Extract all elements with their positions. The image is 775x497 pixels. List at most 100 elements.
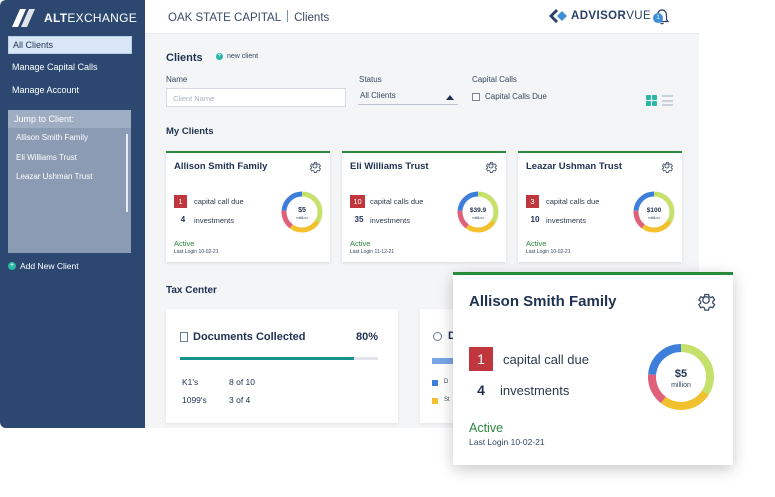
client-name[interactable]: Leazar Ushman Trust (526, 161, 623, 172)
documents-progress-fill (180, 357, 355, 360)
plus-icon: + (8, 262, 16, 270)
gear-icon[interactable] (695, 289, 717, 311)
donut-unit: million (472, 215, 483, 220)
logo[interactable]: ALTEXCHANGE (12, 8, 137, 28)
add-new-client-label: Add New Client (20, 261, 79, 271)
client-status: Active (174, 239, 195, 248)
client-card[interactable]: Leazar Ushman Trust 3 capital calls due … (518, 151, 682, 262)
sidebar: ALTEXCHANGE All Clients Manage Capital C… (0, 0, 145, 428)
investments-label: investments (546, 216, 587, 225)
breadcrumb: OAK STATE CAPITAL Clients (168, 10, 329, 24)
nav-all-clients[interactable]: All Clients (8, 36, 132, 54)
donut-unit: million (648, 215, 659, 220)
tax-center-title: Tax Center (166, 285, 217, 296)
portfolio-donut: $5 million (648, 344, 714, 410)
documents-collected-title: Documents Collected (193, 331, 306, 343)
my-clients-title: My Clients (166, 126, 214, 137)
gear-icon[interactable] (660, 159, 674, 173)
status-filter-label: Status (359, 75, 382, 84)
donut-unit: million (296, 215, 307, 220)
capital-calls-filter-label: Capital Calls (472, 75, 517, 84)
documents-collected-percent: 80% (355, 331, 378, 343)
new-client-button[interactable]: + new client (216, 53, 258, 60)
jump-scrollbar[interactable] (126, 134, 128, 212)
topbar: OAK STATE CAPITAL Clients ADVISORVUE 1 (145, 0, 699, 34)
bell-icon[interactable] (653, 8, 671, 26)
client-card[interactable]: Eli Williams Trust 10 capital calls due … (342, 151, 506, 262)
doc-row-k1: K1's 8 of 10 (182, 377, 255, 387)
jump-to-client-panel: Jump to Client: Allison Smith Family Eli… (8, 110, 131, 253)
documents-collected-card[interactable]: Documents Collected 80% K1's 8 of 10 109… (166, 309, 398, 423)
breadcrumb-divider (287, 10, 289, 22)
legend-swatch-blue (432, 380, 438, 386)
capital-calls-due-label: capital calls due (370, 197, 424, 206)
jump-to-client-title: Jump to Client: (8, 110, 131, 128)
document-icon (180, 332, 188, 342)
portfolio-donut: $5 million (281, 191, 323, 233)
plus-icon: + (216, 53, 223, 60)
doc-row-value: 3 of 4 (229, 395, 251, 405)
capital-calls-due-label: capital calls due (546, 197, 600, 206)
last-login: Last Login 10-02-21 (469, 437, 545, 447)
list-view-icon[interactable] (662, 95, 673, 106)
investments-count: 10 (530, 215, 540, 224)
status-select-value: All Clients (360, 91, 396, 100)
capital-calls-due-label: capital call due (194, 197, 244, 206)
gear-icon[interactable] (308, 159, 322, 173)
nav-manage-capital-calls[interactable]: Manage Capital Calls (12, 62, 98, 72)
client-name[interactable]: Allison Smith Family (174, 161, 268, 172)
add-new-client-button[interactable]: + Add New Client (8, 261, 79, 271)
gear-icon[interactable] (484, 159, 498, 173)
tax-second-card-bar (432, 358, 462, 364)
jump-item-eli-williams[interactable]: Eli Williams Trust (16, 152, 77, 162)
investments-label: investments (194, 216, 235, 225)
featured-client-card[interactable]: Allison Smith Family 1 capital call due … (453, 272, 733, 465)
legend-label: St (444, 397, 450, 403)
investments-count: 4 (180, 215, 186, 224)
investments-count: 35 (354, 215, 364, 224)
new-client-label: new client (227, 53, 259, 60)
portfolio-donut: $39.9 million (457, 191, 499, 233)
logo-text: ALTEXCHANGE (44, 11, 138, 25)
donut-amount: $39.9 (470, 207, 487, 214)
capital-calls-due-label: capital call due (503, 352, 589, 367)
legend-label: D (444, 379, 449, 385)
client-status: Active (526, 239, 547, 248)
clients-title: Clients (166, 52, 203, 64)
client-card[interactable]: Allison Smith Family 1 capital call due … (166, 151, 330, 262)
portfolio-donut: $100 million (633, 191, 675, 233)
client-name-input[interactable]: Client Name (166, 88, 346, 107)
capital-calls-due-checkbox-row[interactable]: Capital Calls Due (472, 92, 547, 101)
investments-count: 4 (477, 382, 485, 398)
notification-badge: 1 (653, 13, 663, 23)
last-login: Last Login 10-02-21 (526, 249, 571, 255)
breadcrumb-section: Clients (294, 12, 330, 24)
featured-client-name[interactable]: Allison Smith Family (469, 293, 617, 310)
capital-calls-due-count: 1 (469, 347, 493, 371)
nav-manage-account[interactable]: Manage Account (12, 85, 80, 95)
documents-progress-bar (180, 357, 378, 360)
name-filter-label: Name (166, 75, 188, 84)
tax-second-card-title: D (448, 330, 456, 342)
jump-item-allison-smith[interactable]: Allison Smith Family (16, 133, 89, 142)
donut-amount: $5 (298, 207, 306, 214)
last-login: Last Login 10-02-21 (174, 249, 219, 255)
investments-label: investments (370, 216, 411, 225)
donut-amount: $5 (675, 368, 687, 380)
grid-view-icon[interactable] (646, 95, 657, 106)
donut-amount: $100 (647, 207, 662, 214)
investments-label: investments (500, 383, 570, 398)
capital-calls-due-label: Capital Calls Due (485, 92, 547, 101)
main-content: OAK STATE CAPITAL Clients ADVISORVUE 1 Cl… (145, 0, 699, 428)
last-login: Last Login 11-12-21 (350, 249, 395, 255)
jump-item-leazar-ushman[interactable]: Leazar Ushman Trust (16, 172, 93, 181)
capital-calls-due-count: 10 (350, 195, 365, 208)
client-status: Active (469, 421, 504, 435)
doc-row-value: 8 of 10 (229, 377, 255, 387)
legend-swatch-yellow (432, 398, 438, 404)
company-name[interactable]: OAK STATE CAPITAL (168, 12, 282, 24)
client-name[interactable]: Eli Williams Trust (350, 161, 429, 172)
status-select[interactable]: All Clients (358, 89, 458, 105)
capital-calls-due-checkbox[interactable] (472, 92, 480, 101)
clock-icon (433, 332, 442, 341)
